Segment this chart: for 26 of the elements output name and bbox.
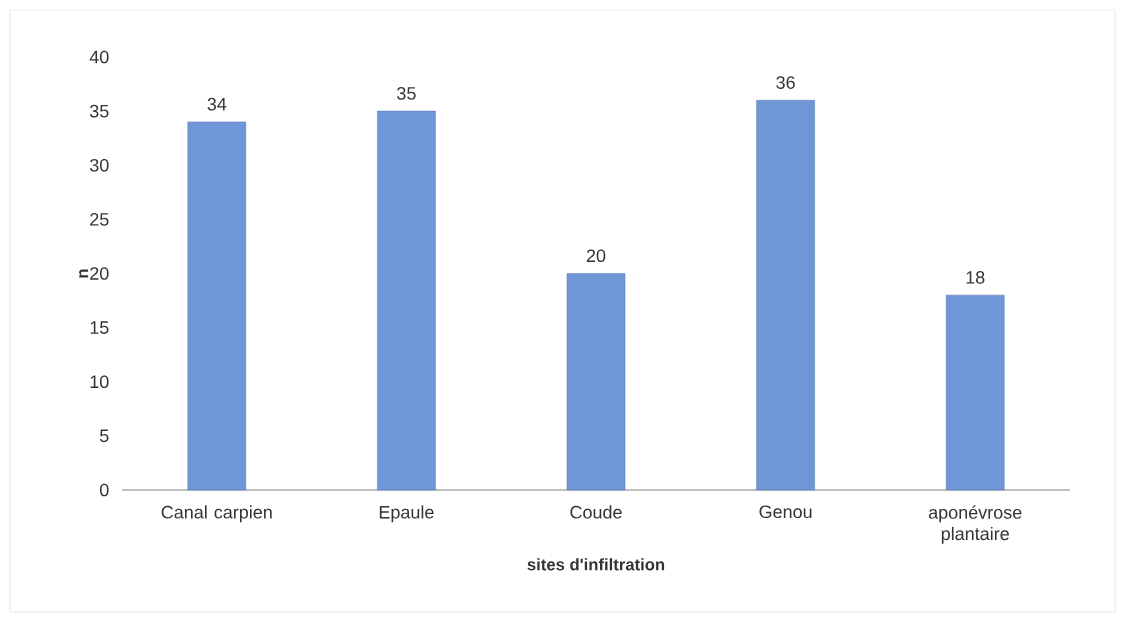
x-tick-label: Genou (759, 505, 812, 519)
x-tick-label: Coude (570, 505, 622, 519)
y-tick-label: 35 (89, 104, 109, 118)
data-label: 20 (586, 249, 606, 263)
data-label: 36 (776, 76, 795, 89)
x-axis-title: sites d'infiltration (527, 558, 665, 571)
bar (756, 100, 815, 491)
y-tick-label: 40 (89, 50, 109, 64)
y-tick-label: 15 (90, 321, 109, 334)
y-tick-label: 5 (99, 429, 109, 443)
y-axis-title: n (79, 269, 89, 278)
bar (187, 121, 247, 491)
bar (945, 294, 1005, 491)
bar (566, 273, 626, 491)
y-tick-label: 20 (90, 267, 109, 280)
x-tick-label: Epaule (379, 505, 434, 523)
y-tick-label: 0 (99, 483, 109, 497)
data-label: 34 (207, 97, 227, 111)
data-label: 18 (966, 271, 985, 284)
x-tick-label: Canal carpien (161, 505, 272, 523)
bar (377, 110, 436, 491)
x-tick-label: aponévrose plantaire (928, 505, 1022, 544)
y-tick-label: 10 (90, 375, 109, 389)
data-label: 35 (397, 87, 416, 100)
y-tick-label: 25 (90, 213, 109, 226)
y-tick-label: 30 (89, 158, 109, 172)
